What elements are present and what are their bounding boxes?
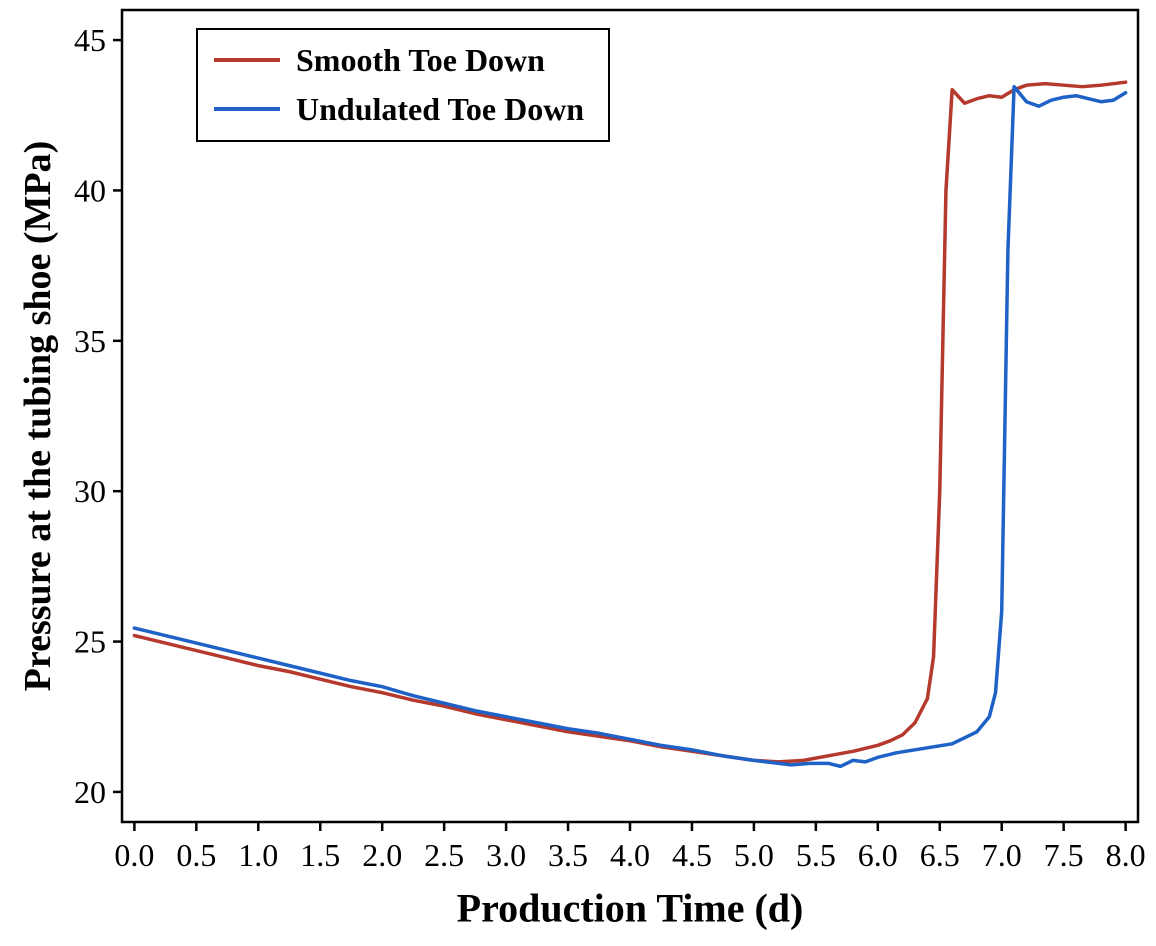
legend-item-smooth-toe-down: Smooth Toe Down bbox=[214, 42, 584, 79]
x-tick-label: 1.5 bbox=[300, 837, 340, 873]
x-tick-label: 4.0 bbox=[610, 837, 650, 873]
legend-line-swatch-red bbox=[214, 58, 280, 63]
x-tick-label: 4.5 bbox=[672, 837, 712, 873]
series-line-smooth-toe-down bbox=[132, 80, 1128, 764]
x-tick-label: 8.0 bbox=[1106, 837, 1146, 873]
x-tick-label: 6.5 bbox=[920, 837, 960, 873]
legend-line-swatch-blue bbox=[214, 107, 280, 112]
y-tick-label: 25 bbox=[74, 624, 106, 660]
x-tick-label: 3.5 bbox=[548, 837, 588, 873]
legend-label: Undulated Toe Down bbox=[296, 90, 585, 127]
y-tick-label: 30 bbox=[74, 473, 106, 509]
y-tick-label: 20 bbox=[74, 774, 106, 810]
x-tick-label: 5.5 bbox=[796, 837, 836, 873]
plot-frame bbox=[120, 8, 1140, 824]
y-tick-label: 35 bbox=[74, 323, 106, 359]
x-tick-label: 7.5 bbox=[1044, 837, 1084, 873]
x-tick-label: 5.0 bbox=[734, 837, 774, 873]
x-tick-label: 7.0 bbox=[982, 837, 1022, 873]
legend: Smooth Toe Down Undulated Toe Down bbox=[196, 28, 611, 142]
x-tick-label: 0.0 bbox=[114, 837, 154, 873]
x-axis-title: Production Time (d) bbox=[456, 885, 804, 931]
legend-item-undulated-toe-down: Undulated Toe Down bbox=[214, 91, 584, 128]
y-axis-title: Pressure at the tubing shoe (MPa) bbox=[17, 140, 59, 692]
x-tick-label: 0.5 bbox=[176, 837, 216, 873]
legend-label: Smooth Toe Down bbox=[296, 42, 545, 78]
series-line-undulated-toe-down bbox=[132, 84, 1128, 769]
x-tick-label: 3.0 bbox=[486, 837, 526, 873]
x-tick-label: 2.0 bbox=[362, 837, 402, 873]
x-tick-label: 6.0 bbox=[858, 837, 898, 873]
y-tick-label: 40 bbox=[74, 172, 106, 208]
y-tick-label: 45 bbox=[74, 22, 106, 58]
x-tick-label: 1.0 bbox=[238, 837, 278, 873]
x-tick-label: 2.5 bbox=[424, 837, 464, 873]
